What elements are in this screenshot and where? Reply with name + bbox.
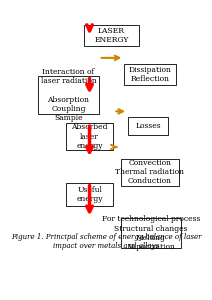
FancyBboxPatch shape [66,183,113,206]
FancyBboxPatch shape [84,25,139,46]
FancyBboxPatch shape [128,117,168,135]
Text: Losses: Losses [135,122,161,130]
FancyBboxPatch shape [121,159,179,186]
Text: For technological process
Structural changes
Melting
Vaporization: For technological process Structural cha… [102,215,200,251]
Text: LASER
ENERGY: LASER ENERGY [94,27,129,44]
Text: Figure 1. Principal scheme of energy balance of laser
impact over metals and all: Figure 1. Principal scheme of energy bal… [11,233,201,250]
FancyBboxPatch shape [66,123,113,150]
FancyBboxPatch shape [124,64,176,85]
Text: Dissipation
Reflection: Dissipation Reflection [128,66,171,83]
FancyBboxPatch shape [38,76,99,114]
Text: Convection
Thermal radiation
Conduction: Convection Thermal radiation Conduction [115,159,184,185]
Text: Useful
energy: Useful energy [76,186,103,203]
Text: Absorbed
laser
energy: Absorbed laser energy [71,123,108,150]
Text: Interaction of
laser radiation

Absorption
Coupling
Sample: Interaction of laser radiation Absorptio… [41,68,96,122]
FancyBboxPatch shape [121,218,181,248]
